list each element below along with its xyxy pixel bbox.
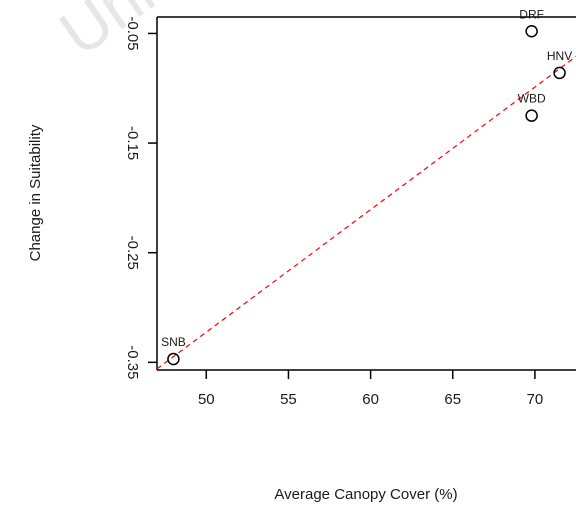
data-points: SNB WBD DRF HNV: [161, 7, 572, 366]
y-tick-label: -0.35: [124, 345, 141, 379]
data-point-hnv: [553, 66, 566, 80]
trendline-group: [156, 55, 576, 370]
x-tick-label: 60: [362, 391, 379, 408]
trend-line: [156, 55, 576, 370]
data-point-snb: [167, 352, 180, 366]
point-label-wbd: WBD: [518, 92, 546, 106]
x-tick-label: 55: [280, 391, 297, 408]
data-point-wbd: [525, 109, 538, 122]
y-tick-label: -0.05: [124, 16, 141, 50]
y-tick-label: -0.25: [124, 236, 141, 270]
y-axis: -0.05 -0.15 -0.25 -0.35: [124, 16, 157, 379]
x-tick-label: 50: [198, 391, 215, 408]
x-axis-title: Average Canopy Cover (%): [274, 486, 457, 503]
plot-frame: [156, 16, 576, 371]
y-axis-title: Change in Suitability: [27, 124, 44, 261]
x-tick-label: 70: [527, 391, 544, 408]
point-label-hnv: HNV: [547, 49, 572, 63]
point-label-snb: SNB: [161, 335, 186, 349]
watermark-text: Univ: [47, 0, 193, 70]
data-point-drf: [525, 25, 538, 38]
x-axis: 50 55 60 65 70: [198, 370, 543, 408]
x-tick-label: 65: [444, 391, 461, 408]
point-label-drf: DRF: [519, 7, 544, 21]
y-tick-label: -0.15: [124, 126, 141, 160]
